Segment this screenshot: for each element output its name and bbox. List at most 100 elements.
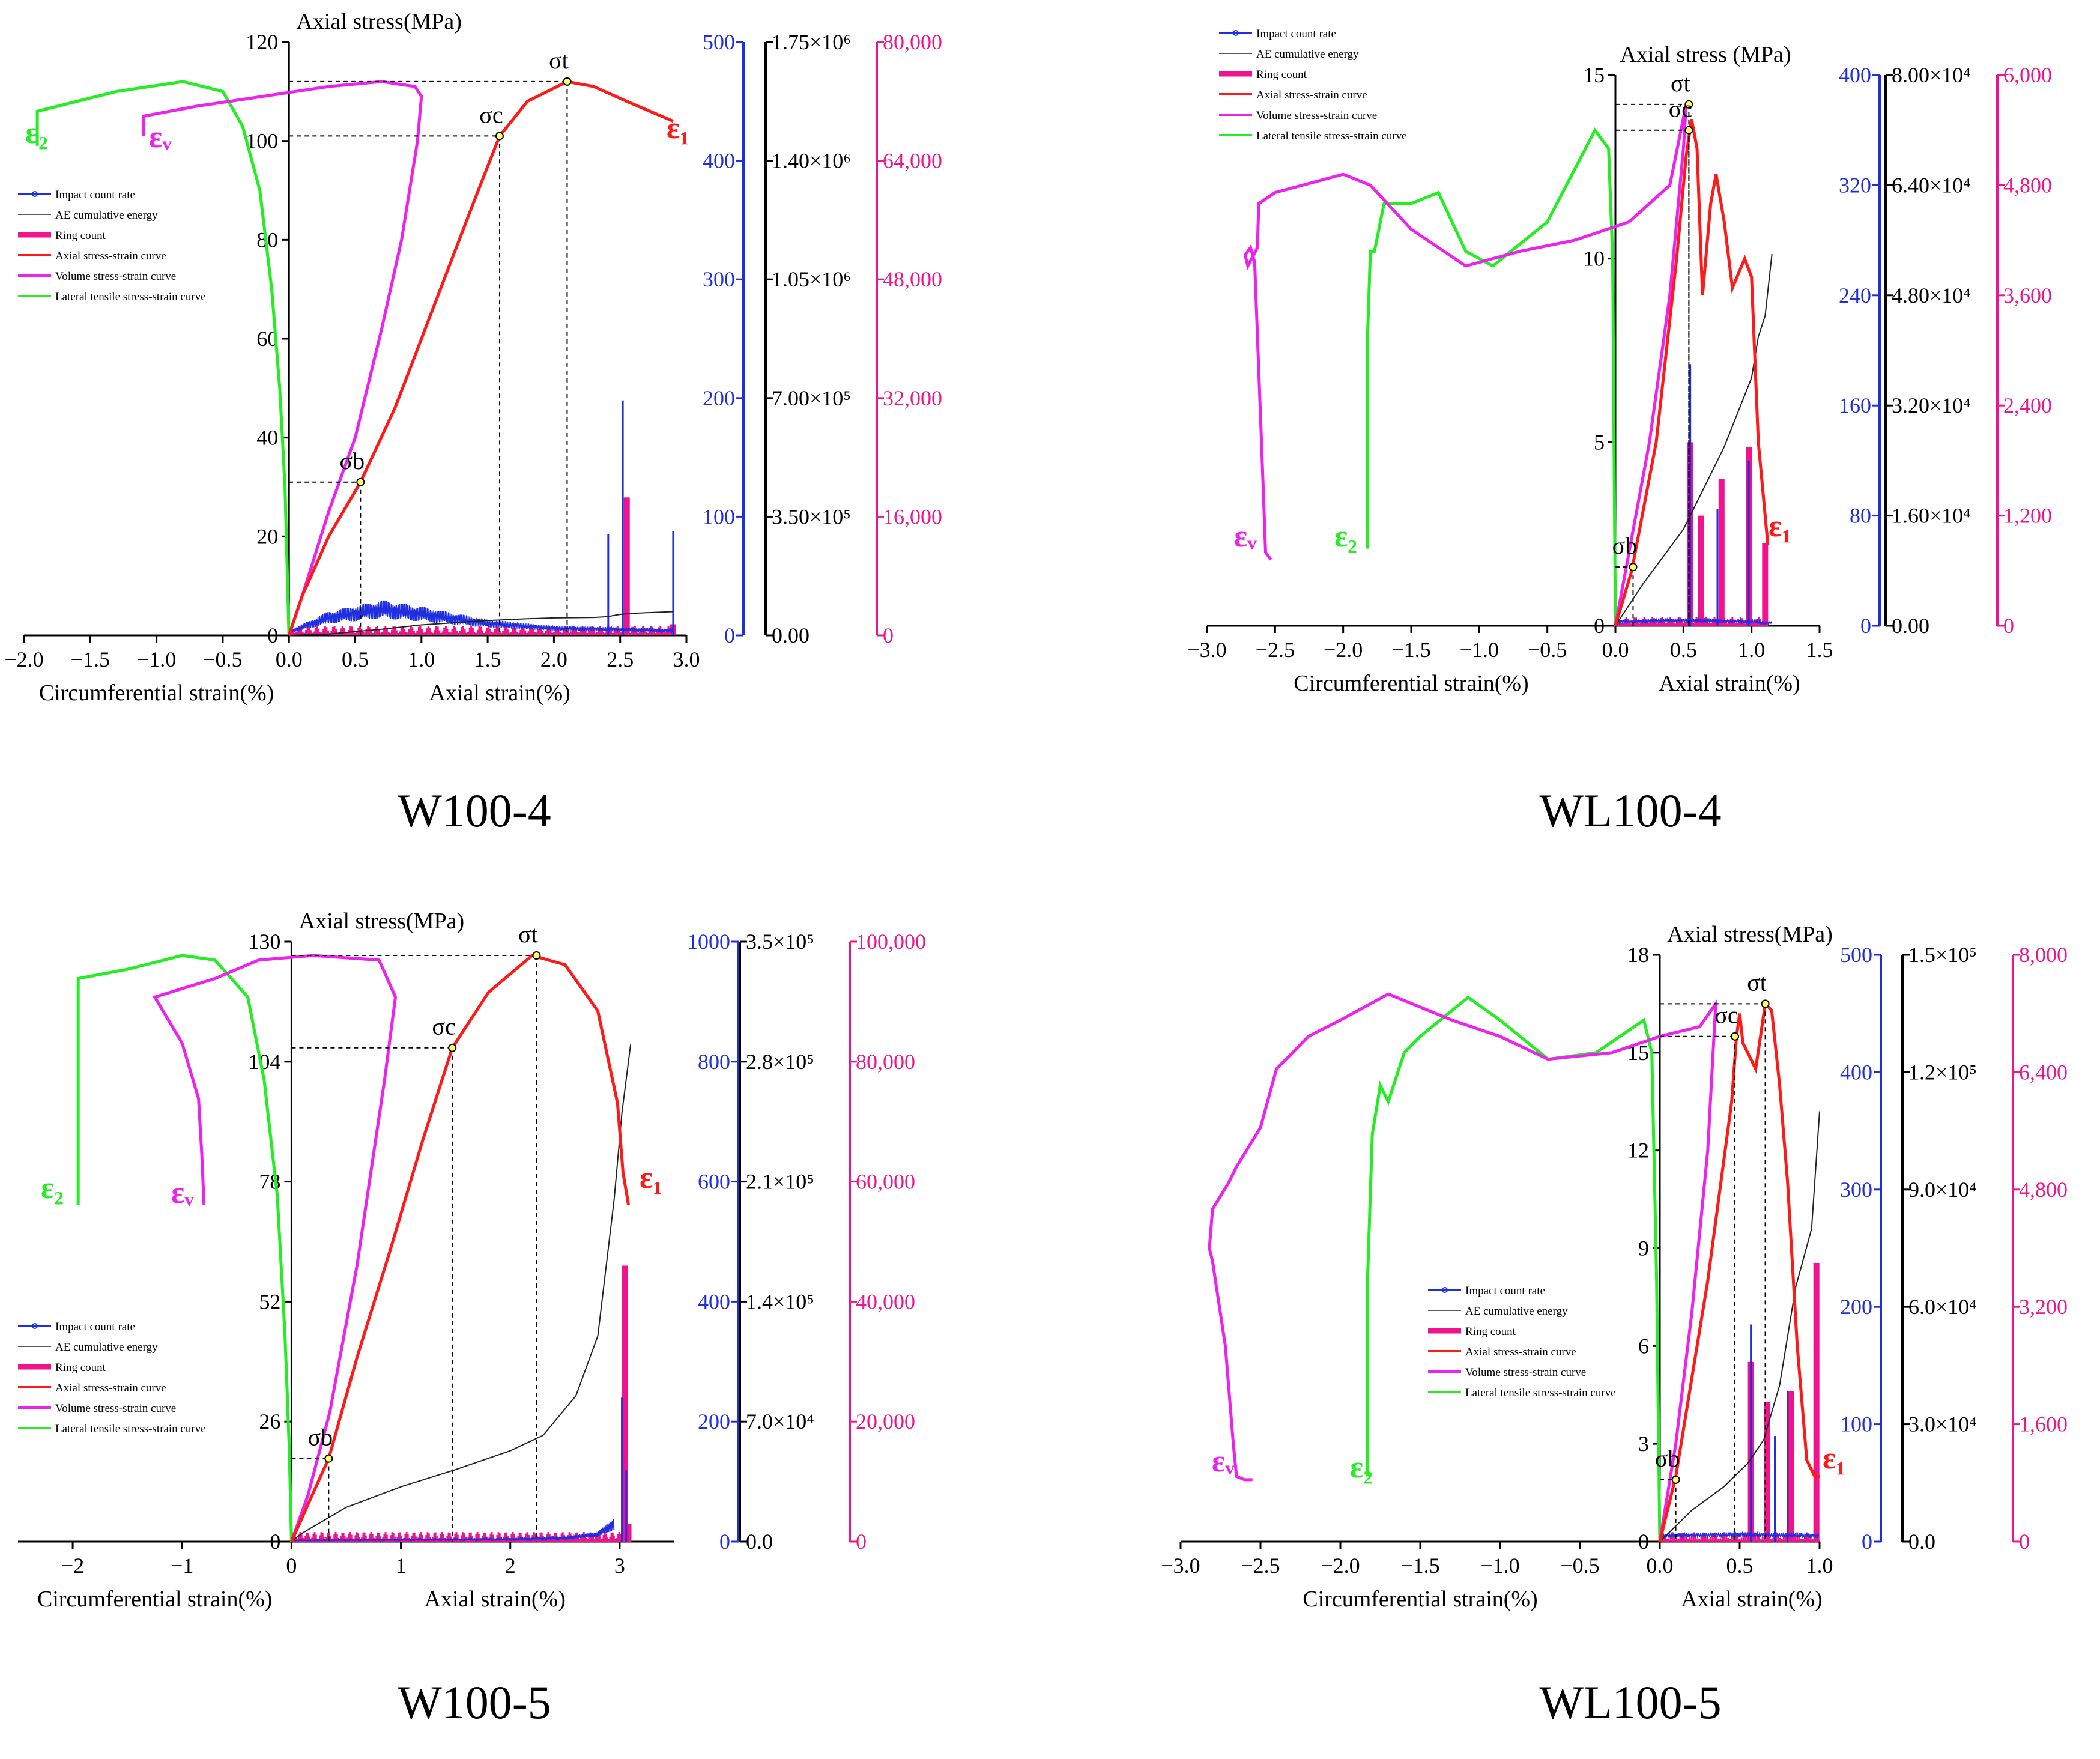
- legend-entry: Lateral tensile stress-strain curve: [55, 291, 206, 303]
- legend-entry: Volume stress-strain curve: [1465, 1366, 1586, 1379]
- ring-axis-tick-label: 60,000: [856, 1170, 915, 1194]
- legend-entry: Ring count: [1256, 68, 1307, 81]
- ring-axis-tick-label: 1,200: [2003, 504, 2052, 528]
- ring-axis-tick-label: 3,200: [2019, 1295, 2068, 1319]
- ring-axis-tick-label: 32,000: [883, 386, 942, 410]
- energy-axis-tick-label: 6.0×10⁴: [1908, 1295, 1977, 1319]
- impact-axis-tick-label: 800: [698, 1050, 730, 1074]
- legend-entry: AE cumulative energy: [1465, 1305, 1568, 1318]
- energy-axis-tick-label: 1.60×10⁴: [1892, 504, 1971, 528]
- energy-axis-tick-label: 7.00×10⁵: [772, 386, 851, 410]
- ring-count-bar: [625, 1524, 632, 1542]
- chart-panel-0: −2.0 −1.5 −1.0 −0.5 0.0 0.5 1.0 1.5 2.0 2.5 3.0 Cir…: [4, 9, 942, 706]
- annotation-label-σb: σb: [1612, 532, 1638, 559]
- impact-axis-tick-label: 240: [1839, 283, 1871, 307]
- lateral-stress-curve: [35, 80, 291, 636]
- x-tick-label: −1.0: [137, 647, 176, 671]
- ae-energy-series: [289, 611, 673, 636]
- ring-count-bar: [623, 497, 630, 635]
- ring-axis-tick-label: 1,600: [2019, 1412, 2068, 1437]
- impact-axis-tick-label: 600: [698, 1170, 730, 1194]
- legend-entry: Ring count: [1465, 1325, 1516, 1338]
- ring-axis-tick-label: 40,000: [856, 1289, 915, 1313]
- x-axis-label-axial: Axial strain(%): [1681, 1587, 1822, 1612]
- y-tick-label: 5: [1594, 430, 1605, 454]
- impact-axis-tick-label: 100: [703, 504, 735, 528]
- x-tick-label: 1.5: [474, 647, 501, 671]
- ring-axis-tick-label: 3,600: [2003, 283, 2052, 307]
- y-tick-label: 3: [1638, 1432, 1649, 1456]
- x-tick-label: 1: [396, 1554, 407, 1578]
- ring-axis-tick-label: 0: [856, 1530, 867, 1554]
- x-tick-label: 1.5: [1806, 638, 1833, 662]
- x-axis-label-axial: Axial strain(%): [429, 680, 570, 706]
- ring-count-bar: [1762, 543, 1769, 626]
- impact-axis-tick-label: 400: [1840, 1060, 1872, 1084]
- ring-axis-tick-label: 6,400: [2019, 1060, 2068, 1084]
- annotation-label-σb: σb: [1655, 1445, 1680, 1472]
- x-tick-label: −2.5: [1241, 1554, 1280, 1578]
- x-tick-label: −1.0: [1480, 1554, 1519, 1578]
- y-tick-label: 40: [256, 426, 278, 450]
- panel-caption-w100-5: W100-5: [398, 1676, 551, 1728]
- legend-entry: Ring count: [55, 1361, 106, 1374]
- y-tick-label: 0: [267, 623, 278, 647]
- ae-energy-series: [291, 1044, 632, 1542]
- x-tick-label: 1.0: [1806, 1554, 1833, 1578]
- impact-axis-tick-label: 400: [703, 149, 735, 173]
- ring-axis-tick-label: 8,000: [2019, 943, 2068, 967]
- legend-entry: AE cumulative energy: [55, 1341, 158, 1354]
- impact-axis-tick-label: 300: [703, 267, 735, 291]
- y-tick-label: 52: [259, 1289, 280, 1313]
- annotation-point: [495, 132, 504, 141]
- y-axis-title: Axial stress(MPa): [299, 909, 464, 934]
- annotation-label-σb: σb: [308, 1424, 333, 1451]
- annotation-point: [1684, 100, 1693, 109]
- energy-axis-tick-label: 3.5×10⁵: [746, 930, 814, 954]
- curve-label-lateral: ε₂: [41, 1171, 64, 1205]
- panel-caption-wl100-5: WL100-5: [1539, 1676, 1722, 1728]
- energy-axis-tick-label: 2.1×10⁵: [746, 1170, 814, 1194]
- curve-label-lateral: ε₂: [1334, 519, 1357, 554]
- energy-axis-tick-label: 1.4×10⁵: [746, 1289, 814, 1313]
- ring-axis-tick-label: 48,000: [883, 267, 942, 291]
- curve-label-axial: ε₁: [1769, 509, 1791, 543]
- curve-label-lateral: ε₂: [1350, 1450, 1373, 1485]
- ring-axis-tick-label: 80,000: [883, 30, 942, 54]
- x-tick-label: −1.0: [1460, 638, 1499, 662]
- y-tick-label: 10: [1583, 247, 1605, 271]
- energy-axis-tick-label: 1.05×10⁶: [772, 267, 851, 291]
- ring-axis-tick-label: 0: [883, 623, 894, 647]
- x-tick-label: −2.5: [1256, 638, 1295, 662]
- x-tick-label: −2.0: [4, 647, 43, 671]
- x-tick-label: 3.0: [673, 647, 700, 671]
- legend-entry: AE cumulative energy: [1256, 48, 1359, 61]
- x-tick-label: −0.5: [203, 647, 242, 671]
- legend-swatch-marker: [32, 191, 38, 197]
- volume-stress-curve: [1243, 104, 1688, 626]
- energy-axis-tick-label: 2.8×10⁵: [746, 1050, 814, 1074]
- curve-label-volume: εᵥ: [1212, 1444, 1235, 1479]
- impact-axis-tick-label: 200: [703, 386, 735, 410]
- x-axis-label-circumferential: Circumferential strain(%): [39, 680, 274, 706]
- energy-axis-tick-label: 0.00: [772, 623, 809, 647]
- curve-label-volume: εᵥ: [1234, 519, 1257, 554]
- annotation-label-σb: σb: [340, 447, 365, 474]
- x-tick-label: 0.5: [342, 647, 369, 671]
- ring-count-bar: [1764, 1402, 1770, 1542]
- x-tick-label: 1.0: [408, 647, 435, 671]
- impact-axis-tick-label: 80: [1850, 504, 1871, 528]
- impact-count-rate-series: [1659, 1531, 1820, 1540]
- impact-axis-tick-label: 160: [1839, 393, 1871, 417]
- annotation-point: [1731, 1032, 1740, 1041]
- lateral-stress-curve: [1366, 995, 1662, 1542]
- y-axis-title: Axial stress (MPa): [1620, 42, 1791, 67]
- energy-axis-tick-label: 0.00: [1892, 614, 1929, 638]
- axial-stress-curve: [1658, 1001, 1820, 1542]
- volume-stress-curve: [142, 80, 423, 636]
- legend-entry: Ring count: [55, 229, 106, 242]
- impact-count-rate-series: [291, 1519, 615, 1542]
- volume-stress-curve: [152, 954, 398, 1542]
- legend-entry: Impact count rate: [1256, 28, 1336, 40]
